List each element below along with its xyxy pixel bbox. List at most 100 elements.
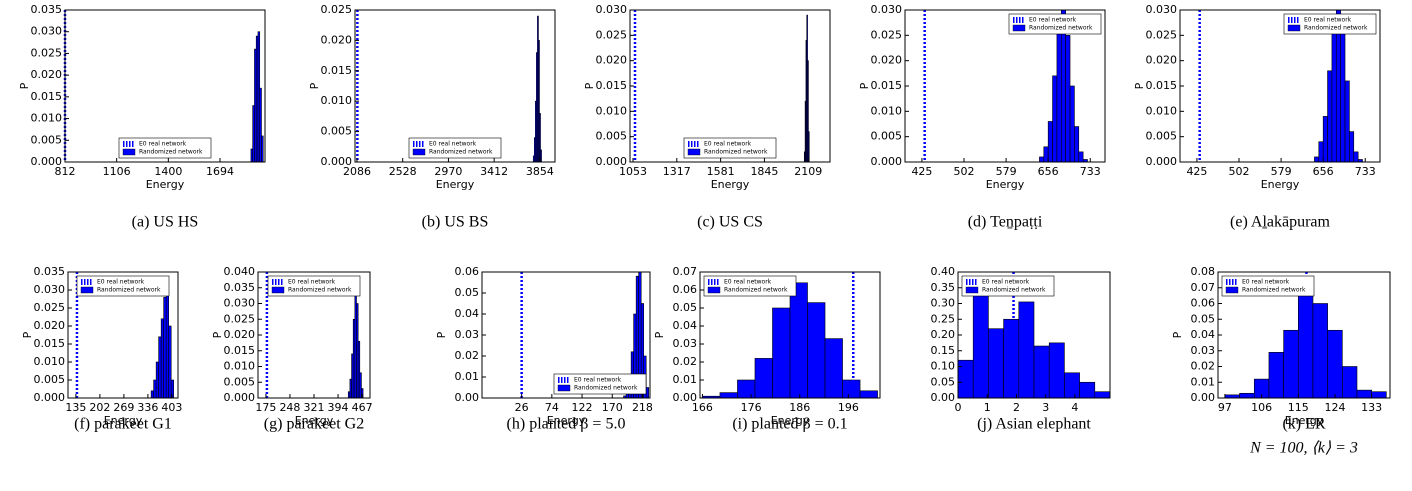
- legend-hist-key: [412, 148, 426, 156]
- caption: (a) US HS: [132, 214, 199, 231]
- x-tick-label: 2109: [794, 165, 822, 178]
- legend-label: E0 real network: [1242, 279, 1290, 286]
- y-tick-label: 0.000: [31, 155, 63, 168]
- legend-label: Randomized network: [139, 149, 203, 156]
- y-axis-label: P: [21, 331, 34, 338]
- y-tick-label: 0.00: [455, 391, 480, 404]
- legend-label: Randomized network: [1029, 25, 1093, 32]
- legend-label: Randomized network: [97, 287, 161, 294]
- histogram-bar: [1283, 329, 1299, 399]
- x-axis-label: Energy: [104, 414, 143, 427]
- x-axis-label: Energy: [295, 414, 334, 427]
- histogram-bar: [1356, 389, 1372, 399]
- x-axis-label: Energy: [547, 414, 586, 427]
- legend-label: Randomized network: [429, 149, 493, 156]
- y-tick-label: 0.07: [673, 265, 698, 278]
- legend-label: E0 real network: [429, 141, 477, 148]
- y-tick-label: 0.06: [1191, 297, 1216, 310]
- y-tick-label: 0.06: [673, 283, 698, 296]
- y-tick-label: 0.020: [596, 54, 628, 67]
- x-tick-label: 135: [65, 401, 86, 414]
- legend-box: [703, 275, 797, 297]
- caption: (h) planted β = 5.0: [507, 416, 626, 433]
- histogram-bar: [859, 390, 878, 399]
- legend-box: [683, 137, 777, 159]
- y-tick-label: 0.020: [31, 68, 63, 81]
- x-tick-label: 2086: [343, 165, 371, 178]
- x-tick-label: 3412: [480, 165, 508, 178]
- caption: N = 100, ⟨k⟩ = 3: [1249, 440, 1358, 457]
- x-tick-label: 3: [1042, 401, 1049, 414]
- y-tick-label: 0.08: [1191, 265, 1216, 278]
- y-axis-label: P: [1171, 331, 1184, 338]
- plot-frame: [64, 9, 266, 163]
- legend-box: [1008, 13, 1102, 35]
- histogram-bar: [1268, 352, 1284, 399]
- legend-label: Randomized network: [704, 149, 768, 156]
- histogram-bar: [1239, 392, 1255, 399]
- histogram-bar: [1327, 70, 1333, 163]
- y-axis-label: P: [858, 82, 871, 89]
- y-tick-label: 0.030: [34, 283, 66, 296]
- y-tick-label: 0.01: [673, 373, 698, 386]
- legend-hist-key: [965, 286, 979, 294]
- histogram-bar: [645, 387, 650, 399]
- y-tick-label: 0.020: [321, 33, 353, 46]
- x-tick-label: 1106: [103, 165, 131, 178]
- y-tick-label: 0.025: [596, 28, 628, 41]
- y-tick-label: 0.020: [34, 319, 66, 332]
- legend-label: E0 real network: [1029, 17, 1077, 24]
- x-axis-label: Energy: [711, 178, 750, 191]
- legend-hist-key: [1225, 286, 1239, 294]
- y-tick-label: 0.025: [1146, 28, 1178, 41]
- y-tick-label: 0.030: [31, 25, 63, 38]
- histogram-bar: [158, 336, 162, 399]
- x-tick-label: 106: [1251, 401, 1272, 414]
- y-tick-label: 0.06: [455, 265, 480, 278]
- y-tick-label: 0.03: [455, 328, 480, 341]
- x-tick-label: 425: [1186, 165, 1207, 178]
- legend-label: E0 real network: [288, 279, 336, 286]
- y-tick-label: 0.020: [224, 328, 256, 341]
- x-tick-label: 2: [1013, 401, 1020, 414]
- y-axis-label: P: [1133, 82, 1146, 89]
- x-tick-label: 3854: [526, 165, 554, 178]
- y-tick-label: 0.020: [871, 54, 903, 67]
- x-tick-label: 166: [692, 401, 713, 414]
- y-tick-label: 0.04: [1191, 328, 1216, 341]
- histogram-bar: [807, 302, 826, 399]
- x-tick-label: 2970: [434, 165, 462, 178]
- histogram-bar: [1069, 85, 1075, 163]
- panel: 0.000 0.005 0.010 0.015 0.020 0.025 0.030 0.035…: [211, 265, 373, 433]
- panel: 0.00 0.01 0.02 0.03 0.04 0.05 0.06 0.07 0.08 97 10…: [1171, 265, 1391, 457]
- x-tick-label: 502: [1229, 165, 1250, 178]
- x-tick-label: 124: [1324, 401, 1345, 414]
- histogram-bar: [957, 359, 974, 399]
- histogram-bar: [1353, 151, 1359, 163]
- y-tick-label: 0.010: [596, 104, 628, 117]
- x-tick-label: 403: [161, 401, 182, 414]
- y-tick-label: 0.030: [871, 3, 903, 16]
- panel: 0.000 0.005 0.010 0.015 0.020 0.025 0.030 1053 1…: [583, 3, 831, 231]
- y-tick-label: 0.30: [931, 297, 956, 310]
- legend-label: Randomized network: [288, 287, 352, 294]
- x-tick-label: 1: [984, 401, 991, 414]
- y-axis-label: P: [18, 82, 31, 89]
- y-tick-label: 0.025: [224, 312, 256, 325]
- y-tick-label: 0.035: [224, 281, 256, 294]
- y-tick-label: 0.03: [1191, 344, 1216, 357]
- y-tick-label: 0.05: [455, 286, 480, 299]
- histogram-bar: [1371, 391, 1387, 399]
- y-tick-label: 0.010: [1146, 104, 1178, 117]
- x-tick-label: 97: [1218, 401, 1232, 414]
- x-tick-label: 579: [1271, 165, 1292, 178]
- legend-label: Randomized network: [724, 287, 788, 294]
- y-tick-label: 0.05: [1191, 312, 1216, 325]
- x-axis-label: Energy: [146, 178, 185, 191]
- y-tick-label: 0.015: [224, 344, 256, 357]
- y-tick-label: 0.10: [931, 360, 956, 373]
- x-tick-label: 1581: [707, 165, 735, 178]
- legend-hist-key: [80, 286, 94, 294]
- y-tick-label: 0.000: [1146, 155, 1178, 168]
